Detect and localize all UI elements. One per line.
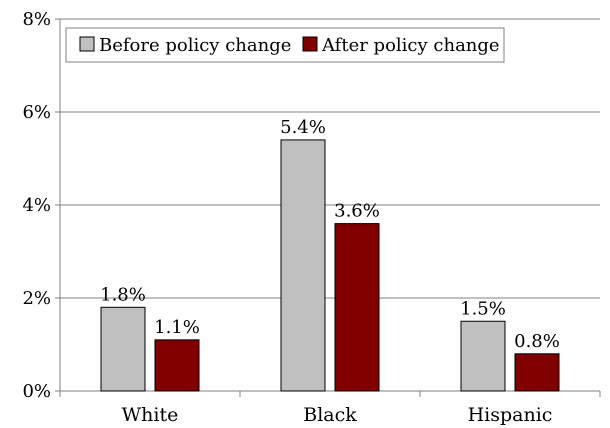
data-label: 3.6% — [334, 201, 380, 222]
y-tick-label: 6% — [22, 102, 51, 123]
data-labels: 1.8% 5.4% 1.5% 1.1% 3.6% 0.8% — [100, 117, 560, 352]
legend-box — [65, 27, 505, 63]
y-tick-label: 2% — [22, 288, 51, 309]
y-tick-label: 0% — [22, 381, 51, 402]
bars — [100, 139, 560, 392]
data-label: 1.1% — [154, 317, 200, 338]
bar — [334, 223, 380, 392]
data-label: 0.8% — [514, 331, 560, 352]
data-label: 5.4% — [280, 117, 326, 138]
bar — [280, 139, 326, 392]
bar — [514, 353, 560, 392]
category-label: Hispanic — [468, 404, 553, 426]
category-label: White — [122, 404, 179, 426]
y-tick-label: 4% — [22, 195, 51, 216]
bar — [154, 339, 200, 392]
data-label: 1.5% — [460, 298, 506, 319]
y-axis: 0% 2% 4% 6% 8% — [22, 9, 61, 402]
gridlines — [60, 18, 600, 299]
legend-swatch-after — [302, 36, 318, 52]
legend-swatch-before — [79, 36, 95, 52]
y-tick-label: 8% — [22, 9, 51, 30]
x-axis: White Black Hispanic — [59, 390, 601, 426]
data-label: 1.8% — [100, 284, 146, 305]
legend-label-after: After policy change — [321, 35, 500, 56]
legend-label-before: Before policy change — [99, 35, 291, 56]
bar — [100, 306, 146, 392]
bar — [460, 320, 506, 392]
category-label: Black — [303, 404, 357, 426]
legend: Before policy change After policy change — [65, 27, 505, 63]
